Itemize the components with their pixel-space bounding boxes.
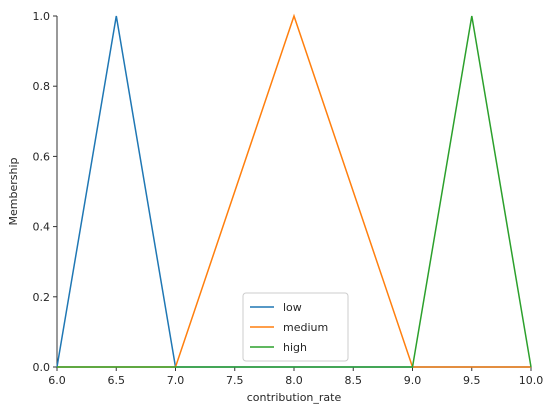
y-tick-label: 0.6 <box>33 150 51 163</box>
y-tick-label: 0.0 <box>33 361 51 374</box>
legend: low medium high <box>242 292 349 362</box>
legend-box <box>242 292 349 362</box>
axes: 6.0 6.5 7.0 7.5 8.0 8.5 9.0 9.5 10.0 0.0 0.2 0.4 0.6… <box>33 10 544 387</box>
x-tick-label: 7.5 <box>226 374 244 387</box>
x-tick-label: 8.0 <box>285 374 303 387</box>
y-tick-label: 0.4 <box>33 221 51 234</box>
y-tick-label: 0.8 <box>33 80 51 93</box>
legend-label-low: low <box>283 301 302 314</box>
x-tick-label: 8.5 <box>345 374 363 387</box>
x-tick-label: 10.0 <box>519 374 544 387</box>
y-tick-label: 1.0 <box>33 10 51 23</box>
series-lines <box>56 13 532 368</box>
y-axis-label: Membership <box>7 157 20 225</box>
x-axis-label: contribution_rate <box>247 391 342 404</box>
x-tick-label: 6.5 <box>108 374 126 387</box>
series-line-high <box>57 15 532 368</box>
x-tick-label: 9.5 <box>463 374 481 387</box>
x-tick-label: 9.0 <box>404 374 422 387</box>
x-tick-label: 7.0 <box>167 374 185 387</box>
x-tick-label: 6.0 <box>48 374 66 387</box>
legend-label-medium: medium <box>283 321 328 334</box>
legend-label-high: high <box>283 341 307 354</box>
y-tick-label: 0.2 <box>33 291 51 304</box>
